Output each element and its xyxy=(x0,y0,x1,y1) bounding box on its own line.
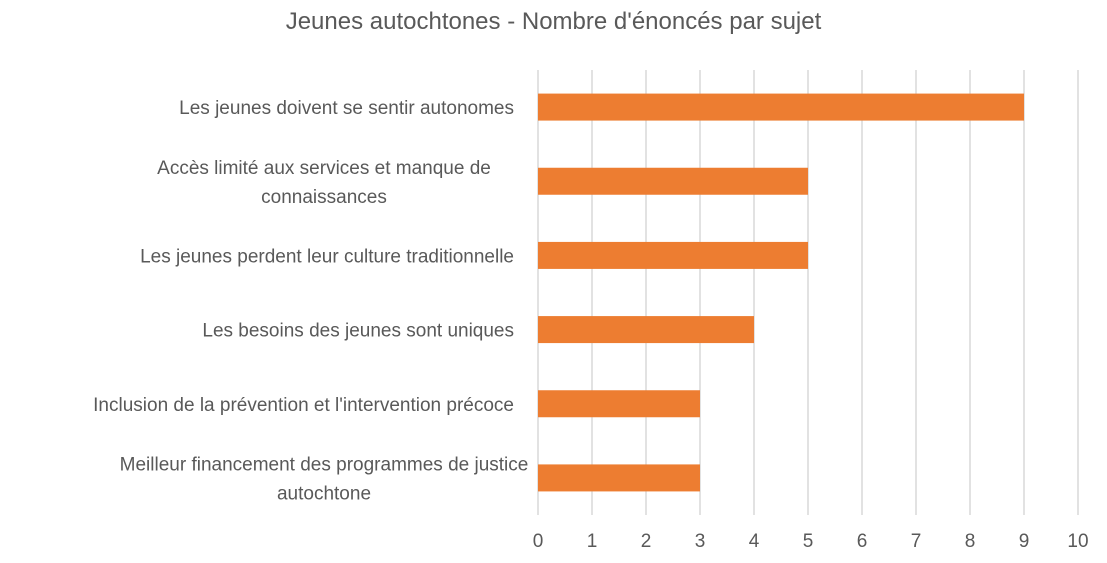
category-label: connaissances xyxy=(261,187,387,208)
chart-title: Jeunes autochtones - Nombre d'énoncés pa… xyxy=(285,8,822,35)
category-label: Les jeunes doivent se sentir autonomes xyxy=(179,98,514,119)
x-tick-label: 4 xyxy=(749,531,760,552)
x-tick-label: 1 xyxy=(587,531,598,552)
x-tick-label: 10 xyxy=(1067,531,1088,552)
category-label: Les jeunes perdent leur culture traditio… xyxy=(140,246,514,267)
x-tick-label: 7 xyxy=(911,531,922,552)
x-tick-label: 0 xyxy=(533,531,544,552)
x-tick-label: 8 xyxy=(965,531,976,552)
bar xyxy=(538,241,808,269)
category-label: Meilleur financement des programmes de j… xyxy=(120,454,529,475)
x-tick-label: 2 xyxy=(641,531,652,552)
bar xyxy=(538,93,1024,121)
x-tick-label: 5 xyxy=(803,531,814,552)
x-tick-label: 9 xyxy=(1019,531,1030,552)
x-tick-label: 6 xyxy=(857,531,868,552)
category-label: Les besoins des jeunes sont uniques xyxy=(202,321,514,342)
category-label: Inclusion de la prévention et l'interven… xyxy=(93,395,514,416)
category-label: autochtone xyxy=(277,483,371,504)
category-label: Accès limité aux services et manque de xyxy=(157,158,491,179)
bar xyxy=(538,390,700,418)
bar xyxy=(538,316,754,344)
bar xyxy=(538,167,808,195)
x-tick-label: 3 xyxy=(695,531,706,552)
bar xyxy=(538,464,700,492)
